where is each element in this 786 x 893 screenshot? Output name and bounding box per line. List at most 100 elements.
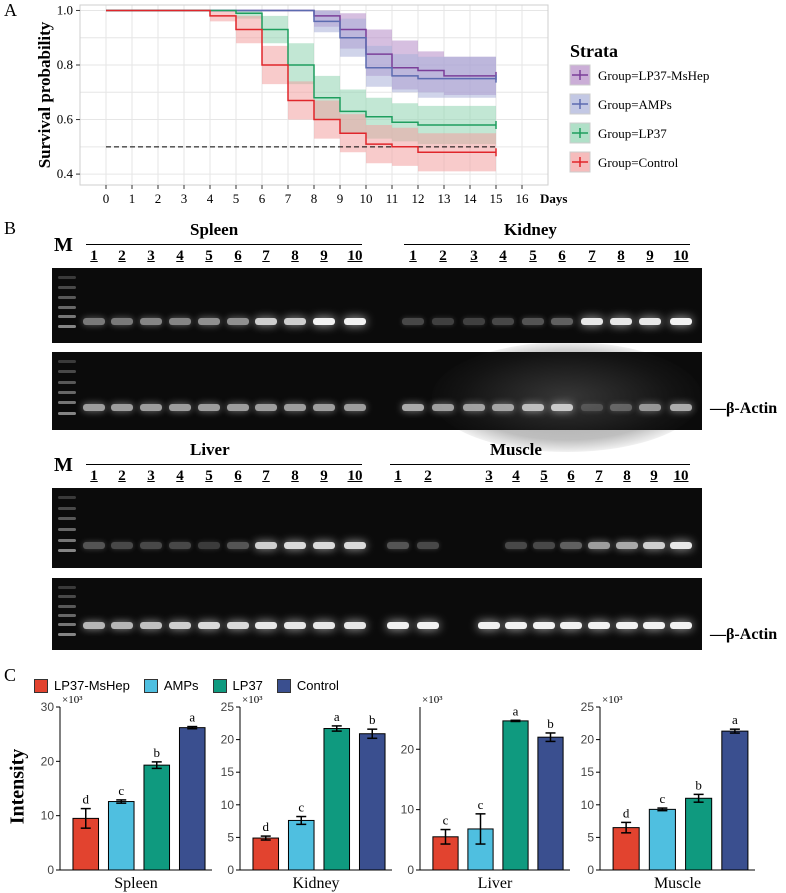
gel-band xyxy=(313,404,335,411)
bar-legend-swatch xyxy=(212,678,227,693)
significance-letter: d xyxy=(623,805,630,820)
tissue-title: Kidney xyxy=(504,220,557,239)
actin-label: —β-Actin xyxy=(710,626,778,643)
marker-label: M xyxy=(54,234,73,256)
significance-letter: d xyxy=(83,792,90,807)
gel-band xyxy=(227,622,249,629)
gel-band xyxy=(255,542,277,549)
bar-legend-swatch xyxy=(276,678,291,693)
gel-band xyxy=(670,318,692,325)
bar-legend-item: LP37 xyxy=(212,678,263,693)
gel-image xyxy=(52,342,702,452)
y-tick-label: 1.0 xyxy=(57,2,73,17)
gel-band xyxy=(344,622,366,629)
gel-band xyxy=(616,622,638,629)
marker-band xyxy=(58,315,76,319)
gel-band xyxy=(387,622,409,629)
gel-band xyxy=(581,404,603,411)
marker-band xyxy=(58,538,76,542)
y-tick-label: 15 xyxy=(581,765,595,779)
survival-curve xyxy=(106,9,496,126)
gel-band xyxy=(643,622,665,629)
lane-number: 10 xyxy=(347,468,363,484)
lane-number: 5 xyxy=(529,248,537,264)
lane-number: 9 xyxy=(320,248,328,264)
significance-letter: a xyxy=(189,710,195,725)
significance-letter: a xyxy=(732,712,738,727)
bar-charts: 0 10 20 30 ×10³ d c b a Spleen 0 5 10 15 20 25 ×10³ d c a b K… xyxy=(41,694,755,892)
bar-legend-item: AMPs xyxy=(143,678,199,693)
gel-band xyxy=(111,542,133,549)
significance-letter: c xyxy=(659,791,665,806)
gel-band xyxy=(492,318,514,325)
lane-number: 7 xyxy=(262,468,270,484)
significance-letter: c xyxy=(478,797,484,812)
gel-band xyxy=(344,404,366,411)
lane-number: 3 xyxy=(470,248,478,264)
bar-legend-label: Control xyxy=(296,678,339,693)
marker-band xyxy=(58,360,76,363)
marker-band xyxy=(58,614,76,617)
gel-band xyxy=(227,318,249,325)
significance-letter: c xyxy=(298,800,304,815)
ci-band xyxy=(106,10,496,172)
bar xyxy=(143,764,171,871)
bar-legend-label: LP37-MsHep xyxy=(54,678,130,693)
gel-band xyxy=(344,318,366,325)
y-tick-label: 20 xyxy=(221,733,235,747)
lane-number: 4 xyxy=(512,468,520,484)
gel-background-glow xyxy=(432,342,702,452)
lane-number: 2 xyxy=(439,248,447,264)
gel-band xyxy=(588,542,610,549)
gel-band xyxy=(581,318,603,325)
gel-band xyxy=(198,622,220,629)
marker-band xyxy=(58,370,76,374)
y-tick-label: 15 xyxy=(221,765,235,779)
marker-band xyxy=(58,586,76,589)
tissue-title: Liver xyxy=(190,440,230,459)
bar-legend-swatch xyxy=(143,678,158,693)
survival-curve xyxy=(106,9,496,80)
lane-number: 1 xyxy=(409,248,417,264)
bar-legend-label: LP37 xyxy=(232,678,263,693)
ci-band xyxy=(106,10,496,145)
bar xyxy=(648,808,676,871)
multiplier-label: ×10³ xyxy=(602,694,623,706)
bar xyxy=(72,817,100,871)
gel-band xyxy=(639,318,661,325)
gel-band xyxy=(140,404,162,411)
gel-band xyxy=(198,318,220,325)
lane-number: 3 xyxy=(147,468,155,484)
lane-number: 4 xyxy=(176,468,184,484)
lane-number: 1 xyxy=(90,468,98,484)
bar xyxy=(721,730,749,871)
marker-band xyxy=(58,517,76,521)
tissue-title: Spleen xyxy=(190,220,239,239)
gel-band xyxy=(417,622,439,629)
legend-label: Group=AMPs xyxy=(598,97,672,112)
gel-band xyxy=(551,404,573,411)
gel-band xyxy=(387,542,409,549)
bar-legend: LP37-MsHep AMPs LP37 Control xyxy=(34,678,353,693)
gel-band xyxy=(227,404,249,411)
lane-number: 6 xyxy=(234,468,242,484)
bar-legend-item: Control xyxy=(276,678,339,693)
x-tick-label: 1 xyxy=(129,191,136,206)
bar xyxy=(107,801,135,871)
marker-band xyxy=(58,276,76,279)
legend-label: Group=Control xyxy=(598,155,679,170)
significance-letter: c xyxy=(443,813,449,828)
gel-band xyxy=(169,622,191,629)
marker-band xyxy=(58,604,76,608)
gel-band xyxy=(643,542,665,549)
marker-band xyxy=(58,401,76,405)
marker-band xyxy=(58,595,76,599)
x-tick-label: 7 xyxy=(285,191,292,206)
gel-band xyxy=(670,542,692,549)
x-tick-label: 2 xyxy=(155,191,162,206)
gel-band xyxy=(284,318,306,325)
significance-letter: a xyxy=(513,703,519,718)
y-tick-label: 10 xyxy=(581,798,595,812)
lane-number: 5 xyxy=(205,468,213,484)
gel-band xyxy=(255,622,277,629)
